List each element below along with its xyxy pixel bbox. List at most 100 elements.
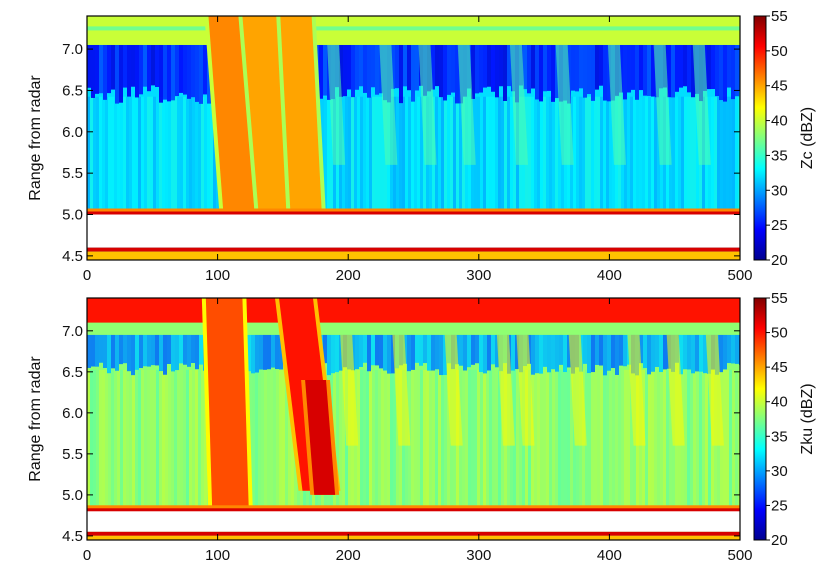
blue-layer (731, 334, 735, 364)
blue-layer (535, 334, 539, 374)
blue-layer (567, 334, 571, 368)
blue-layer (459, 334, 463, 366)
field-texture (672, 96, 675, 215)
field-texture (411, 96, 414, 215)
field-texture (591, 369, 594, 512)
blue-layer (643, 334, 647, 369)
blue-layer (619, 334, 623, 366)
field-texture (645, 369, 648, 512)
field-texture (258, 369, 261, 512)
field-texture (504, 96, 507, 215)
blue-layer (671, 44, 675, 98)
blue-layer (91, 44, 95, 98)
blue-layer (119, 44, 123, 103)
field-texture (606, 369, 609, 512)
precip-shaft (242, 16, 294, 223)
fall-streak (418, 44, 437, 165)
field-texture (444, 369, 447, 512)
field-texture (558, 96, 561, 215)
field-texture (540, 369, 543, 512)
field-texture (150, 369, 153, 512)
y-axis-label-bottom: Range from radar (27, 356, 44, 482)
field-texture (696, 96, 699, 215)
field-texture (117, 369, 120, 512)
fall-streak (666, 334, 685, 446)
field-texture (528, 96, 531, 215)
field-texture (630, 96, 633, 215)
fall-streak (692, 44, 711, 165)
field-texture (102, 369, 105, 512)
field-texture (675, 96, 678, 215)
colorbar-tick-label: 20 (771, 532, 788, 549)
x-tick-label: 100 (205, 547, 230, 564)
blue-layer (143, 44, 147, 87)
field-texture (210, 96, 213, 215)
field-texture (177, 369, 180, 512)
blue-layer (115, 334, 119, 371)
field-texture (687, 369, 690, 512)
blue-layer (151, 44, 155, 86)
field-texture (372, 96, 375, 215)
x-tick-label: 500 (727, 547, 752, 564)
field-texture (546, 96, 549, 215)
field-texture (120, 96, 123, 215)
blue-layer (159, 334, 163, 372)
field-texture (366, 369, 369, 512)
field-texture (162, 96, 165, 215)
field-texture (702, 369, 705, 512)
y-tick-label: 5.0 (62, 207, 83, 224)
blue-layer (551, 334, 555, 370)
blue-layer (587, 44, 591, 95)
blue-layer (87, 334, 91, 368)
blue-layer (723, 334, 727, 370)
field-texture (549, 369, 552, 512)
fall-streak (340, 334, 359, 446)
field-texture (171, 96, 174, 215)
field-texture (534, 96, 537, 215)
blue-layer (543, 334, 547, 367)
blue-layer (503, 44, 507, 101)
field-texture (486, 96, 489, 215)
field-texture (288, 369, 291, 512)
x-tick-label: 200 (336, 267, 361, 284)
blue-layer (359, 44, 363, 87)
surface-edge-lower (87, 531, 740, 536)
field-texture (588, 369, 591, 512)
blue-layer (371, 44, 375, 88)
y-tick-label: 6.5 (62, 82, 83, 99)
blue-layer (531, 44, 535, 89)
surface-edge-upper (87, 508, 740, 513)
x-axis-top: 0 100 200 300 400 500 (83, 16, 753, 284)
field-texture (378, 96, 381, 215)
blue-layer (87, 44, 91, 88)
blue-layer (375, 334, 379, 366)
blue-layer (647, 44, 651, 96)
field-texture (150, 96, 153, 215)
field-texture (111, 96, 114, 215)
blue-layer (527, 44, 531, 94)
field-texture (537, 96, 540, 215)
blue-layer (639, 44, 643, 91)
blue-layer (407, 334, 411, 372)
field-texture (615, 369, 618, 512)
blue-layer (123, 334, 127, 364)
surface-edge-upper (87, 211, 740, 216)
field-texture (579, 96, 582, 215)
field-texture (198, 96, 201, 215)
blue-layer (547, 334, 551, 373)
field-texture (462, 369, 465, 512)
blue-layer (683, 44, 687, 87)
blue-layer (323, 334, 327, 364)
field-texture (603, 96, 606, 215)
blue-layer (639, 334, 643, 364)
field-texture (732, 96, 735, 215)
field-texture (447, 369, 450, 512)
y-tick-label: 6.5 (62, 364, 83, 381)
field-texture (420, 96, 423, 215)
field-texture (204, 96, 207, 215)
field-texture (267, 369, 270, 512)
colorbar-tick-label: 55 (771, 8, 788, 25)
field-texture (417, 369, 420, 512)
blue-layer (339, 334, 343, 371)
fall-streak (392, 334, 411, 446)
